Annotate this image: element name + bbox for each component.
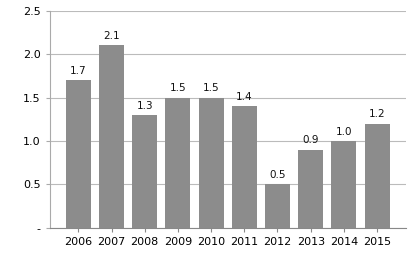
Text: 2.1: 2.1: [103, 31, 119, 41]
Text: 1.5: 1.5: [169, 83, 186, 93]
Bar: [66, 80, 90, 228]
Bar: [99, 46, 123, 228]
Text: 1.3: 1.3: [136, 100, 153, 111]
Text: 1.2: 1.2: [368, 109, 385, 119]
Bar: [297, 150, 323, 228]
Bar: [331, 141, 356, 228]
Bar: [132, 115, 157, 228]
Bar: [198, 98, 223, 228]
Text: 0.9: 0.9: [302, 135, 318, 145]
Text: 1.7: 1.7: [70, 66, 86, 76]
Text: 1.5: 1.5: [202, 83, 219, 93]
Text: 1.4: 1.4: [235, 92, 252, 102]
Bar: [165, 98, 190, 228]
Text: 1.0: 1.0: [335, 126, 351, 137]
Bar: [231, 106, 256, 228]
Text: 0.5: 0.5: [268, 170, 285, 180]
Bar: [364, 124, 389, 228]
Bar: [264, 184, 289, 228]
